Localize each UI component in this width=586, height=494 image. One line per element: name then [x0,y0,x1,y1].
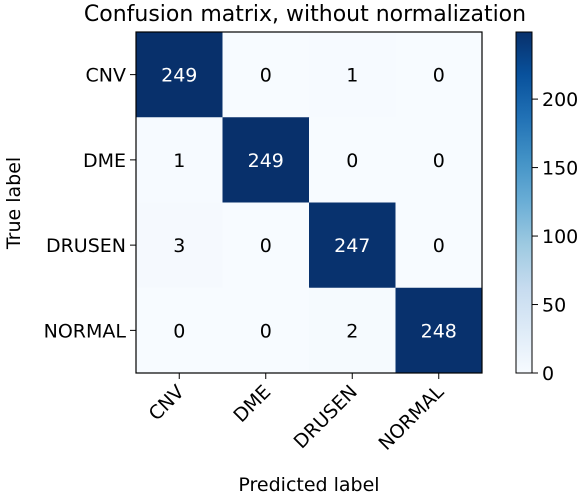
y-axis-label: True label [3,157,25,250]
matrix-cell [309,287,396,374]
cell-value-label: 0 [346,150,358,172]
cell-value-label: 1 [173,150,185,172]
y-axis-ticks: CNV DME DRUSEN NORMAL [44,65,136,342]
matrix-cell [309,202,396,289]
y-tick-label: DRUSEN [46,235,126,257]
x-axis-ticks: CNV DME DRUSEN NORMAL [145,373,449,455]
matrix-cell [222,287,310,374]
matrix-cell [136,32,223,118]
cell-value-label: 0 [260,235,272,257]
cell-value-label: 0 [433,150,445,172]
cell-value-label: 3 [173,235,185,257]
matrix-cell [395,117,483,203]
cell-value-label: 0 [433,65,445,87]
chart-title: Confusion matrix, without normalization [84,2,526,27]
cell-value-label: 0 [173,320,185,342]
cell-value-label: 248 [421,320,457,342]
cell-value-label: 249 [161,65,197,87]
colorbar-tick-label: 0 [542,363,554,385]
matrix-frame [135,31,483,374]
matrix-cell [222,117,310,203]
cell-value-label: 0 [260,320,272,342]
x-tick-label: NORMAL [374,381,448,455]
cell-value-label: 0 [433,235,445,257]
cell-value-label: 2 [346,320,358,342]
y-tick-label: NORMAL [44,320,127,342]
cell-value-label: 1 [346,65,358,87]
colorbar-ticks: 0 50 100 150 200 [532,89,578,385]
cell-value-label: 247 [334,235,370,257]
x-tick-label: DME [229,381,275,427]
matrix-cell [395,32,483,118]
cell-value-label: 249 [248,150,284,172]
matrix-cell [309,117,396,203]
cell-value-label: 0 [260,65,272,87]
x-axis-label: Predicted label [238,474,379,494]
colorbar-tick-label: 150 [542,158,578,180]
colorbar-tick-label: 50 [542,295,566,317]
matrix-cell [395,287,483,374]
matrix-cell [395,202,483,289]
colorbar [515,31,533,374]
matrix-cell [309,32,396,118]
x-tick-label: CNV [145,381,189,425]
y-tick-label: DME [83,150,126,172]
cell-value-labels: 249 0 1 0 1 249 0 0 3 0 247 0 0 0 2 248 [161,65,457,343]
matrix-cell [222,32,310,118]
colorbar-tick-label: 100 [542,226,578,248]
y-tick-label: CNV [86,65,126,87]
matrix-cells [136,32,483,374]
matrix-cell [136,117,223,203]
x-tick-label: DRUSEN [290,381,362,453]
matrix-cell [222,202,310,289]
matrix-cell [136,202,223,289]
matrix-cell [136,287,223,374]
colorbar-tick-label: 200 [542,89,578,111]
